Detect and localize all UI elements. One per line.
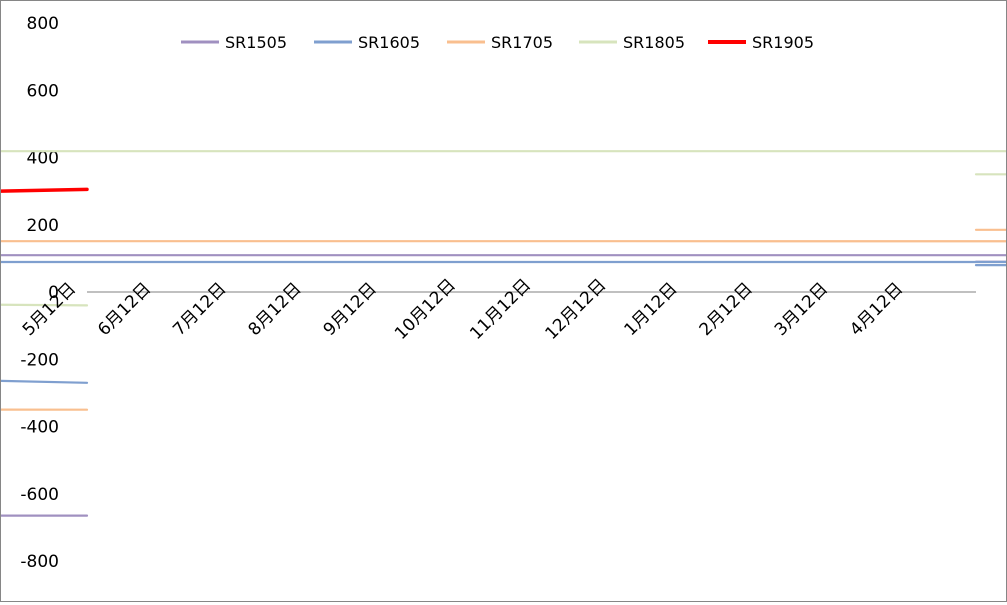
series-line-sr1605 bbox=[0, 260, 1007, 384]
legend-label-sr1805: SR1805 bbox=[623, 33, 685, 52]
x-tick-label: 3月12日 bbox=[771, 279, 832, 340]
series-line-sr1805 bbox=[0, 150, 1007, 307]
y-tick-label: 0 bbox=[48, 283, 59, 303]
y-tick-label: 400 bbox=[27, 149, 59, 169]
x-tick-label: 11月12日 bbox=[466, 275, 535, 344]
x-tick-label: 1月12日 bbox=[620, 279, 681, 340]
legend-label-sr1905: SR1905 bbox=[752, 33, 814, 52]
x-tick-label: 6月12日 bbox=[94, 279, 155, 340]
legend-label-sr1605: SR1605 bbox=[358, 33, 420, 52]
x-tick-label: 2月12日 bbox=[696, 279, 757, 340]
y-tick-label: 600 bbox=[27, 81, 59, 101]
series-line-sr1505 bbox=[0, 254, 1007, 517]
y-tick-label: -400 bbox=[20, 418, 59, 438]
y-axis-labels: -800 -600 -400 -200 0 200 400 600 800 bbox=[20, 14, 59, 572]
legend: SR1505 SR1605 SR1705 SR1805 SR1905 bbox=[181, 33, 814, 52]
x-tick-label: 10月12日 bbox=[391, 275, 460, 344]
y-tick-label: -600 bbox=[20, 485, 59, 505]
x-tick-label: 7月12日 bbox=[169, 279, 230, 340]
legend-label-sr1505: SR1505 bbox=[225, 33, 287, 52]
legend-label-sr1705: SR1705 bbox=[491, 33, 553, 52]
x-tick-label: 9月12日 bbox=[320, 279, 381, 340]
x-tick-label: 4月12日 bbox=[846, 279, 907, 340]
y-tick-label: -200 bbox=[20, 350, 59, 370]
x-axis-labels: 5月12日 6月12日 7月12日 8月12日 9月12日 10月12日 11月12日 12月… bbox=[19, 275, 907, 344]
y-tick-label: 800 bbox=[27, 14, 59, 34]
y-tick-label: 200 bbox=[27, 216, 59, 236]
y-tick-label: -800 bbox=[20, 552, 59, 572]
x-tick-label: 12月12日 bbox=[541, 275, 610, 344]
x-tick-label: 8月12日 bbox=[244, 279, 305, 340]
series-layer bbox=[0, 150, 1007, 517]
